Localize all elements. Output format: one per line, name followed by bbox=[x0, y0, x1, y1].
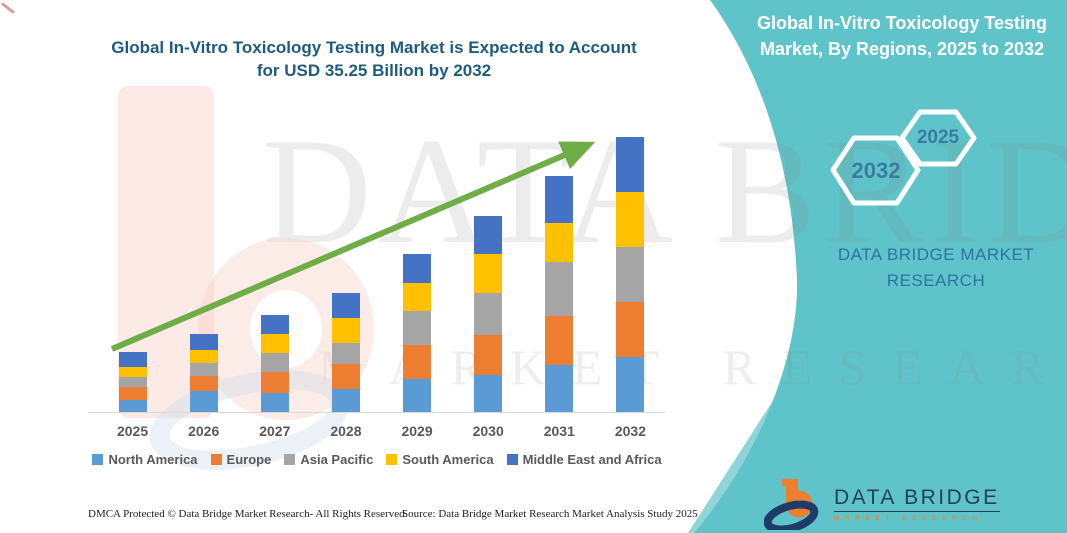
segment-south-america bbox=[331, 317, 360, 343]
segment-europe bbox=[189, 376, 218, 391]
segment-south-america bbox=[260, 334, 289, 353]
dbmr-logo: DATA BRIDGE MARKET RESEARCH bbox=[764, 478, 1000, 530]
legend-swatch-icon bbox=[506, 454, 518, 465]
year-label-2027: 2027 bbox=[259, 423, 291, 439]
legend-swatch-icon bbox=[284, 454, 296, 465]
bar-2028 bbox=[310, 122, 381, 412]
footer-source: Source: Data Bridge Market Research Mark… bbox=[402, 508, 698, 520]
segment-middle-east-and-africa bbox=[403, 254, 432, 284]
segment-south-america bbox=[474, 253, 503, 293]
legend-label: Asia Pacific bbox=[300, 452, 374, 467]
logo-d-swoosh-icon bbox=[764, 500, 819, 530]
segment-north-america bbox=[189, 390, 218, 412]
segment-south-america bbox=[616, 192, 645, 248]
year-label-2028: 2028 bbox=[330, 423, 362, 439]
segment-middle-east-and-africa bbox=[474, 216, 503, 254]
segment-asia-pacific bbox=[616, 247, 645, 303]
legend-item-europe: Europe bbox=[210, 452, 272, 467]
segment-asia-pacific bbox=[118, 376, 147, 388]
year-label-2030: 2030 bbox=[472, 423, 504, 439]
panel-brand-caption-line1: DATA BRIDGE MARKET bbox=[837, 245, 1035, 264]
hexagon-2025-label: 2025 bbox=[916, 127, 960, 148]
segment-south-america bbox=[545, 223, 574, 263]
segment-north-america bbox=[403, 379, 432, 412]
hexagon-2025-icon bbox=[899, 109, 977, 167]
legend-label: Europe bbox=[226, 452, 272, 467]
segment-middle-east-and-africa bbox=[189, 334, 218, 350]
segment-asia-pacific bbox=[545, 262, 574, 317]
x-axis-line bbox=[88, 412, 665, 413]
legend-label: Middle East and Africa bbox=[522, 452, 662, 467]
segment-north-america bbox=[118, 399, 147, 412]
segment-middle-east-and-africa bbox=[331, 293, 360, 318]
segment-north-america bbox=[616, 357, 645, 412]
segment-asia-pacific bbox=[260, 352, 289, 373]
panel-brand-caption: DATA BRIDGE MARKET RESEARCH bbox=[808, 242, 1064, 294]
legend-label: North America bbox=[108, 452, 198, 467]
segment-north-america bbox=[474, 374, 503, 412]
segment-middle-east-and-africa bbox=[260, 315, 289, 335]
panel-heading: Global In-Vitro Toxicology Testing Marke… bbox=[756, 10, 1048, 62]
segment-asia-pacific bbox=[331, 342, 360, 365]
footer-copyright: DMCA Protected © Data Bridge Market Rese… bbox=[88, 508, 408, 520]
segment-asia-pacific bbox=[474, 292, 503, 335]
segment-europe bbox=[118, 387, 147, 400]
segment-north-america bbox=[331, 389, 360, 412]
panel-brand-caption-line2: RESEARCH bbox=[886, 271, 986, 290]
segment-europe bbox=[616, 302, 645, 358]
panel-heading-line2: Market, By Regions, 2025 to 2032 bbox=[759, 39, 1045, 59]
page-title-line1: Global In-Vitro Toxicology Testing Marke… bbox=[111, 38, 637, 57]
panel-heading-line1: Global In-Vitro Toxicology Testing bbox=[756, 13, 1047, 33]
segment-south-america bbox=[189, 349, 218, 363]
legend-swatch-icon bbox=[210, 454, 222, 465]
bar-2026 bbox=[168, 122, 239, 412]
segment-asia-pacific bbox=[189, 362, 218, 377]
bar-2031 bbox=[524, 122, 595, 412]
year-labels: 2025 2026 2027 2028 2029 2030 2031 2032 bbox=[97, 423, 666, 439]
legend-label: South America bbox=[402, 452, 494, 467]
year-label-2031: 2031 bbox=[543, 423, 575, 439]
legend-item-south-america: South America bbox=[386, 452, 494, 467]
bar-2030 bbox=[453, 122, 524, 412]
year-label-2025: 2025 bbox=[116, 423, 149, 439]
dbmr-logo-mark-icon bbox=[764, 479, 819, 530]
legend-item-north-america: North America bbox=[92, 452, 198, 467]
legend-item-asia-pacific: Asia Pacific bbox=[284, 452, 373, 467]
year-label-2029: 2029 bbox=[401, 423, 433, 439]
segment-middle-east-and-africa bbox=[616, 137, 645, 193]
segment-middle-east-and-africa bbox=[545, 176, 574, 224]
legend-swatch-icon bbox=[92, 454, 104, 465]
bar-2027 bbox=[239, 122, 310, 412]
segment-north-america bbox=[545, 365, 574, 412]
chart-legend: North America Europe Asia Pacific South Ame… bbox=[88, 452, 666, 467]
bar-2025 bbox=[97, 122, 168, 412]
segment-north-america bbox=[260, 393, 289, 412]
bar-2032 bbox=[595, 122, 666, 412]
segment-south-america bbox=[118, 366, 147, 377]
segment-middle-east-and-africa bbox=[118, 352, 147, 367]
page-title-line2: for USD 35.25 Billion by 2032 bbox=[256, 61, 492, 80]
year-label-2026: 2026 bbox=[188, 423, 220, 439]
bar-chart bbox=[97, 122, 666, 412]
segment-europe bbox=[331, 364, 360, 390]
dbmr-logo-text: DATA BRIDGE MARKET RESEARCH bbox=[834, 486, 1000, 522]
segment-europe bbox=[545, 316, 574, 366]
segment-south-america bbox=[403, 283, 432, 312]
bar-2029 bbox=[382, 122, 453, 412]
page-title: Global In-Vitro Toxicology Testing Marke… bbox=[85, 36, 663, 82]
segment-europe bbox=[260, 372, 289, 394]
hexagons-graphic bbox=[830, 109, 977, 206]
dbmr-logo-tagline: MARKET RESEARCH bbox=[834, 515, 983, 522]
segment-asia-pacific bbox=[403, 311, 432, 345]
legend-item-middle-east-and-africa: Middle East and Africa bbox=[506, 452, 662, 467]
segment-europe bbox=[474, 334, 503, 375]
hexagon-2032-icon bbox=[830, 135, 921, 206]
segment-europe bbox=[403, 344, 432, 380]
year-label-2032: 2032 bbox=[614, 423, 647, 439]
legend-swatch-icon bbox=[386, 454, 398, 465]
hexagon-2032-label: 2032 bbox=[851, 158, 901, 183]
dbmr-logo-name: DATA BRIDGE bbox=[834, 486, 1000, 512]
